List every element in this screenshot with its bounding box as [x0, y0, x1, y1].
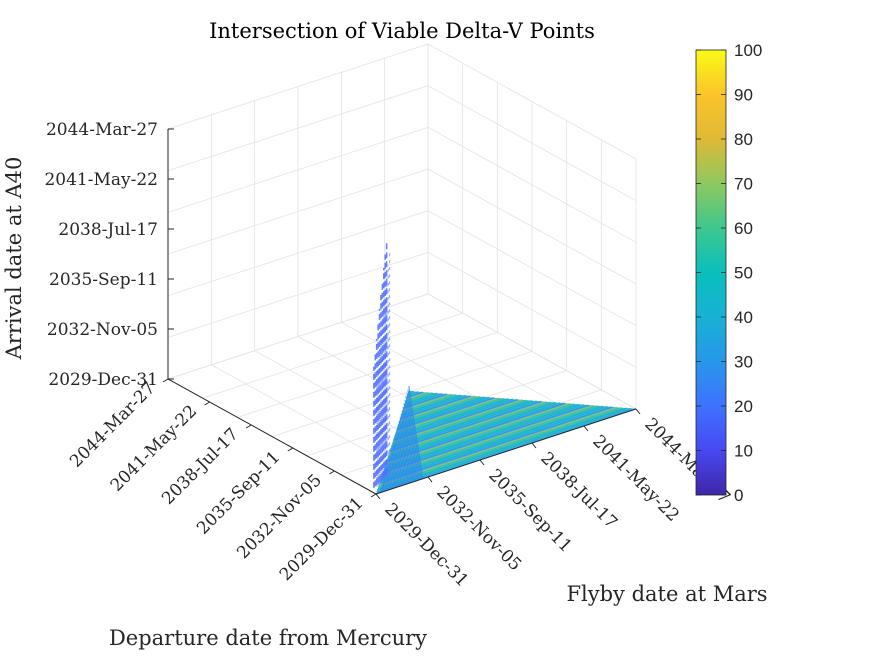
surface-row — [407, 390, 414, 394]
surface-row — [393, 398, 514, 439]
y-tick-mark — [531, 442, 537, 449]
z-tick-label: 2035-Sep-11 — [49, 270, 158, 290]
axis-lines — [167, 129, 637, 495]
ramp-line — [389, 455, 395, 489]
surface-row — [392, 398, 518, 441]
colorbar-ticks: 0 10 20 30 40 50 60 70 80 90 100 — [696, 41, 762, 505]
surface-row — [392, 399, 523, 444]
ramp-line — [396, 427, 407, 485]
ramp-line — [391, 448, 398, 488]
y-axis-line — [375, 408, 637, 495]
ramp-line — [399, 417, 411, 484]
ramp-line — [397, 424, 408, 484]
colorbar-tick-label: 60 — [734, 219, 753, 238]
colorbar-tick-label: 0 — [734, 486, 743, 505]
colorbar-tick-label: 70 — [734, 175, 753, 194]
colorbar-tick-label: 20 — [734, 397, 753, 416]
grid-line — [202, 312, 463, 399]
grid-line — [427, 85, 637, 202]
z-tick-label: 2041-May-22 — [44, 170, 158, 190]
x-tick-mark — [370, 493, 377, 498]
x-axis-line — [167, 378, 377, 495]
surface-row — [391, 399, 528, 446]
colorbar-tick-label: 40 — [734, 308, 753, 327]
z-tick-label: 2029-Dec-31 — [48, 370, 158, 390]
y-tick-mark — [375, 493, 381, 500]
surface-row — [407, 391, 419, 396]
x-tick-mark — [287, 447, 294, 452]
colorbar-tick-label: 90 — [734, 86, 753, 105]
ramp-line — [393, 441, 401, 487]
ramp-line — [382, 480, 385, 492]
colorbar-tick-label: 100 — [734, 41, 762, 60]
colorbar-tick-label: 10 — [734, 442, 753, 461]
ramp-line — [398, 420, 409, 484]
ramp-line — [404, 399, 418, 481]
x-tick-mark — [329, 470, 335, 475]
y-axis-label: Flyby date at Mars — [566, 582, 767, 606]
viable-points-surface — [375, 385, 637, 495]
grid-line — [427, 293, 637, 410]
ramp-line — [400, 413, 412, 483]
y-tick-mark — [479, 459, 485, 466]
ramp-line — [390, 452, 397, 488]
x-tick-mark — [204, 401, 210, 406]
axis-grid — [167, 43, 637, 495]
grid-line — [167, 43, 429, 130]
grid-line — [167, 85, 429, 172]
y-tick-mark — [583, 425, 589, 432]
tick-labels: 2029-Dec-31 2032-Nov-05 2035-Sep-11 2038-Ju… — [44, 120, 733, 591]
grid-line — [427, 43, 637, 160]
ramp-line — [405, 396, 420, 481]
z-axis-label: Arrival date at A40 — [2, 157, 26, 361]
surface-row — [376, 407, 632, 493]
ramp-line — [401, 410, 414, 483]
ramp-line — [403, 403, 417, 482]
ramp-line — [407, 389, 422, 480]
ramp-line — [408, 385, 424, 479]
ramp-line — [394, 434, 404, 486]
x-axis-label: Departure date from Mercury — [109, 626, 427, 650]
surface-row — [389, 400, 542, 452]
z-tick-label: 2044-Mar-27 — [46, 120, 158, 140]
x-tick-mark — [162, 378, 169, 383]
y-tick-mark — [427, 476, 433, 483]
y-tick-mark — [635, 408, 641, 415]
z-tick-label: 2038-Jul-17 — [58, 220, 158, 240]
ramp-line — [402, 406, 415, 482]
ramp-line — [393, 438, 402, 486]
viable-points-spikes — [373, 242, 391, 488]
colorbar-tick-label: 50 — [734, 264, 753, 283]
x-tick-mark — [245, 424, 252, 429]
ramp-line — [395, 431, 405, 485]
surface-row — [390, 400, 533, 448]
chart-title: Intersection of Viable Delta-V Points — [209, 19, 595, 43]
z-tick-label: 2032-Nov-05 — [47, 320, 158, 340]
ramp-line — [392, 445, 399, 487]
surface-row — [390, 400, 537, 450]
ramp-line — [406, 392, 421, 480]
colorbar-tick-label: 80 — [734, 130, 753, 149]
colorbar-tick-label: 30 — [734, 353, 753, 372]
colorbar: 0 10 20 30 40 50 60 70 80 90 100 — [695, 41, 762, 505]
